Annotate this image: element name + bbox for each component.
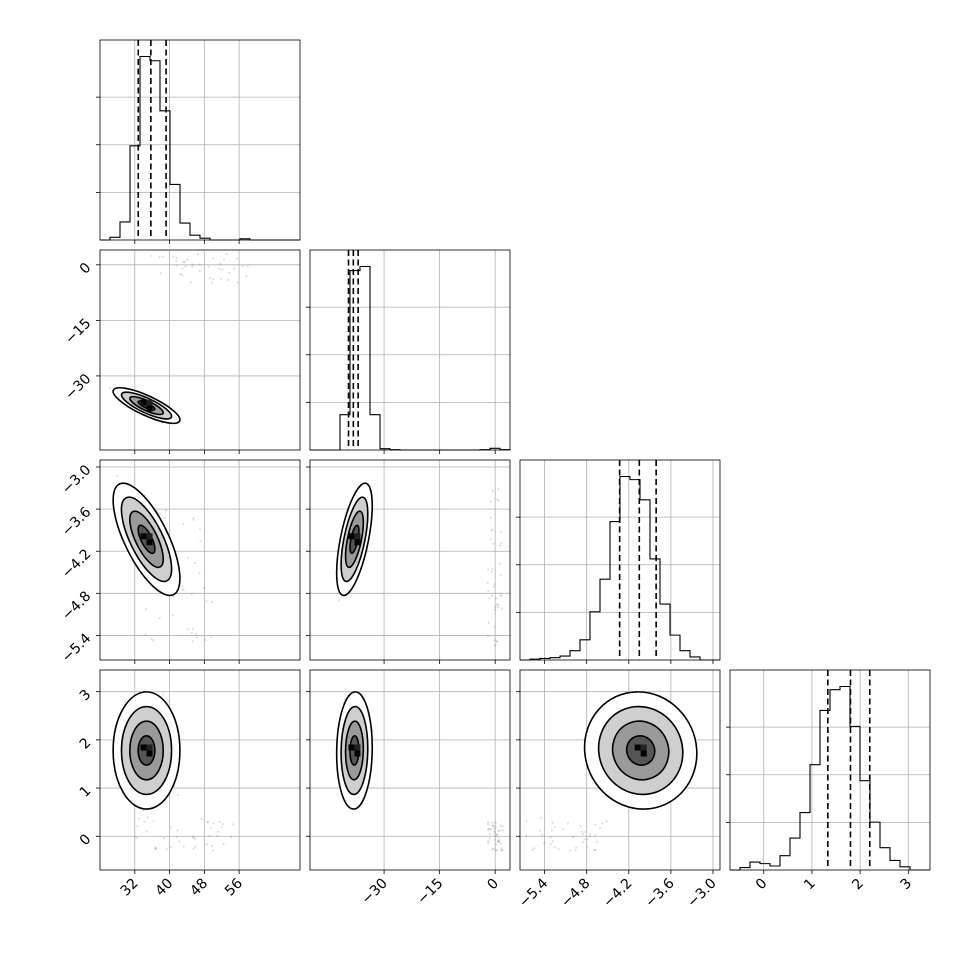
panel-0-2: [112, 475, 213, 643]
y-tick-label-3-2: 1: [77, 783, 95, 801]
peak-cell-0-3-b: [146, 750, 153, 757]
y-tick-label-2-4: −5.4: [59, 630, 94, 665]
x-tick-label-2-0: −5.4: [516, 875, 551, 910]
y-tick-label-2-3: −4.8: [59, 588, 94, 623]
panel-frame-3-3: [729, 669, 931, 871]
histogram-step-0: [100, 55, 300, 241]
x-tick-label-0-3: 56: [222, 875, 246, 899]
x-tick-label-2-2: −4.2: [600, 876, 635, 911]
panel-1-3: [335, 691, 504, 852]
panel-frame-0-2: [99, 459, 301, 661]
peak-cell-0-3-c: [146, 744, 153, 751]
panel-0-3-marks: [112, 691, 234, 852]
x-tick-label-2-4: −3.0: [684, 876, 719, 911]
panel-frame-0-3: [99, 669, 301, 871]
histogram-step-3: [730, 685, 930, 871]
x-tick-label-3-2: 2: [849, 876, 867, 894]
y-tick-label-1-1: −15: [62, 315, 94, 347]
histogram-2: [520, 460, 720, 661]
peak-cell-0-2-a: [140, 533, 147, 540]
panel-0-2-marks: [112, 475, 213, 643]
peak-cell-1-3-a: [348, 744, 355, 751]
x-tick-label-0-1: 40: [152, 876, 176, 900]
y-tick-label-2-2: −4.2: [59, 546, 94, 581]
y-tick-label-3-3: 0: [77, 831, 95, 849]
x-tick-label-2-3: −3.6: [642, 875, 677, 910]
panel-2-3: [525, 691, 698, 852]
x-tick-label-3-1: 1: [801, 876, 819, 894]
y-tick-label-1-0: 0: [77, 260, 95, 278]
x-tick-label-0-0: 32: [118, 876, 142, 900]
peak-cell-1-2-a: [348, 533, 355, 540]
panel-1-2: [335, 482, 504, 647]
peak-cell-1-3-b: [354, 750, 361, 757]
y-tick-label-3-0: 3: [77, 687, 95, 705]
panel-frame-1-1: [309, 249, 511, 451]
peak-cell-1-2-c: [354, 533, 361, 540]
panel-frame-1-3: [309, 669, 511, 871]
panel-frame-2-2: [519, 459, 721, 661]
panel-frame-0-0: [99, 39, 301, 241]
y-tick-label-2-1: −3.6: [59, 504, 94, 539]
histogram-step-1: [310, 265, 511, 451]
peak-cell-0-1-c: [146, 399, 153, 406]
panel-1-2-marks: [335, 482, 504, 647]
x-tick-label-0-2: 48: [187, 876, 211, 900]
panel-1-3-marks: [335, 691, 504, 852]
histogram-1: [310, 250, 511, 451]
panel-frame-1-2: [309, 459, 511, 661]
panel-0-1-marks: [109, 252, 249, 425]
y-tick-label-1-2: −30: [62, 371, 94, 403]
peak-cell-1-3-c: [354, 744, 361, 751]
peak-cell-2-3-c: [640, 744, 647, 751]
histogram-0: [100, 40, 300, 241]
x-tick-label-1-1: −15: [414, 876, 446, 908]
y-tick-label-2-0: −3.0: [59, 462, 94, 497]
x-tick-label-1-2: 0: [484, 876, 502, 894]
x-tick-label-3-3: 3: [898, 876, 916, 894]
peak-cell-0-2-b: [146, 539, 153, 546]
peak-cell-2-3-b: [640, 750, 647, 757]
peak-cell-2-3-a: [634, 744, 641, 751]
panel-frame-2-3: [519, 669, 721, 871]
panel-2-3-marks: [525, 691, 698, 852]
panel-0-1: [109, 252, 249, 425]
panel-0-3: [112, 691, 234, 852]
y-tick-label-3-1: 2: [77, 735, 95, 753]
x-tick-label-2-1: −4.8: [558, 876, 593, 911]
panel-frame-0-1: [99, 249, 301, 451]
x-tick-label-1-0: −30: [359, 876, 391, 908]
peak-cell-0-1-a: [140, 399, 147, 406]
peak-cell-1-2-b: [354, 539, 361, 546]
peak-cell-0-3-a: [140, 744, 147, 751]
x-tick-label-3-0: 0: [753, 876, 771, 894]
histogram-3: [730, 670, 930, 871]
peak-cell-0-2-c: [146, 533, 153, 540]
peak-cell-0-1-b: [146, 405, 153, 412]
